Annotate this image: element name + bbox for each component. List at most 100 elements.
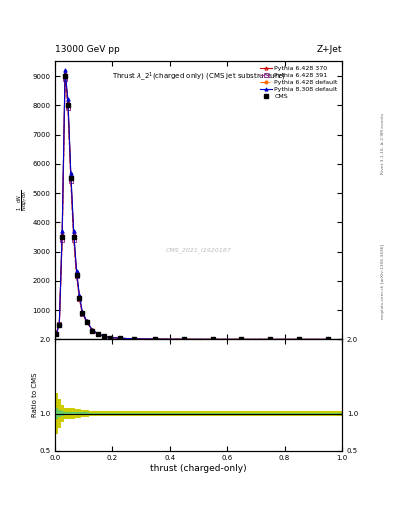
Pythia 6.428 391 (96, 331, 101, 337)
Pythia 8.308 default (80, 309, 84, 315)
Bar (313, 413, 342, 414)
Pythia 6.428 391 (90, 328, 95, 334)
Bar (90, 413, 95, 414)
Pythia 6.428 391 (297, 336, 301, 343)
Pythia 6.428 default (101, 333, 106, 339)
Bar (141, 413, 170, 414)
Pythia 8.308 default (211, 336, 215, 343)
Pythia 8.308 default (132, 336, 136, 342)
Pythia 6.428 370 (107, 334, 112, 340)
Pythia 6.428 370 (80, 309, 84, 315)
Legend: Pythia 6.428 370, Pythia 6.428 391, Pythia 6.428 default, Pythia 8.308 default, : Pythia 6.428 370, Pythia 6.428 391, Pyth… (259, 65, 339, 100)
Pythia 8.308 default (107, 334, 112, 340)
Pythia 6.428 default (77, 295, 82, 301)
Line: Pythia 8.308 default: Pythia 8.308 default (55, 69, 329, 341)
Bar (198, 413, 227, 414)
Bar (78, 409, 81, 418)
Pythia 6.428 391 (80, 311, 84, 317)
Pythia 8.308 default (182, 336, 187, 343)
X-axis label: thrust (charged-only): thrust (charged-only) (150, 464, 247, 473)
Pythia 6.428 391 (63, 76, 68, 82)
Pythia 6.428 default (68, 174, 73, 180)
Pythia 6.428 default (211, 336, 215, 343)
Pythia 8.308 default (63, 67, 68, 73)
Pythia 8.308 default (66, 96, 70, 102)
Pythia 6.428 370 (71, 231, 76, 237)
Pythia 8.308 default (297, 336, 301, 343)
Line: Pythia 6.428 391: Pythia 6.428 391 (55, 77, 329, 341)
Pythia 6.428 default (80, 310, 84, 316)
Line: Pythia 6.428 370: Pythia 6.428 370 (55, 71, 329, 341)
Pythia 6.428 391 (74, 273, 79, 280)
Pythia 8.308 default (54, 331, 59, 337)
Pythia 6.428 370 (211, 336, 215, 343)
Bar (75, 412, 78, 415)
Pythia 6.428 default (182, 336, 187, 343)
Pythia 8.308 default (325, 336, 330, 343)
Pythia 6.428 370 (239, 336, 244, 343)
Bar (170, 411, 198, 416)
Text: Z+Jet: Z+Jet (316, 45, 342, 54)
Pythia 6.428 default (63, 72, 68, 78)
Pythia 6.428 370 (297, 336, 301, 343)
Pythia 6.428 370 (74, 269, 79, 275)
Bar (72, 412, 75, 415)
Y-axis label: $\frac{1}{\mathrm{N}}\frac{\mathrm{d}N}{\mathrm{d}p_T\,\mathrm{d}\lambda}$: $\frac{1}{\mathrm{N}}\frac{\mathrm{d}N}{… (15, 189, 31, 211)
Bar (112, 411, 127, 416)
Pythia 8.308 default (60, 228, 64, 234)
Pythia 6.428 default (54, 330, 59, 336)
Pythia 6.428 391 (77, 296, 82, 302)
Pythia 6.428 370 (90, 327, 95, 333)
Bar (61, 411, 64, 416)
Pythia 8.308 default (71, 228, 76, 234)
Pythia 6.428 391 (101, 333, 106, 339)
Pythia 8.308 default (77, 292, 82, 298)
Bar (90, 411, 95, 416)
Pythia 6.428 370 (153, 336, 158, 342)
Pythia 8.308 default (57, 321, 62, 327)
Bar (66, 412, 70, 415)
Pythia 6.428 391 (211, 336, 215, 343)
Pythia 6.428 370 (60, 231, 64, 237)
Pythia 6.428 370 (63, 70, 68, 76)
Pythia 6.428 default (107, 334, 112, 340)
Pythia 6.428 default (268, 336, 273, 343)
Pythia 6.428 370 (77, 294, 82, 300)
Pythia 6.428 391 (132, 336, 136, 342)
Bar (95, 411, 101, 416)
Text: 13000 GeV pp: 13000 GeV pp (55, 45, 120, 54)
Bar (101, 411, 107, 416)
Pythia 6.428 370 (84, 318, 89, 324)
Bar (72, 408, 75, 419)
Bar (256, 413, 285, 414)
Pythia 6.428 default (74, 270, 79, 276)
Pythia 6.428 391 (107, 335, 112, 341)
Pythia 6.428 370 (96, 331, 101, 337)
Pythia 8.308 default (239, 336, 244, 343)
Pythia 8.308 default (117, 335, 122, 341)
Bar (78, 412, 81, 415)
Bar (64, 408, 66, 419)
Text: CMS_2021_I1920187: CMS_2021_I1920187 (165, 248, 231, 253)
Pythia 6.428 370 (57, 320, 62, 326)
Pythia 6.428 default (132, 336, 136, 342)
Pythia 6.428 391 (68, 178, 73, 184)
Bar (256, 411, 285, 416)
Pythia 8.308 default (90, 327, 95, 333)
Bar (285, 411, 313, 416)
Pythia 6.428 default (117, 335, 122, 342)
Pythia 6.428 default (84, 318, 89, 325)
Pythia 6.428 370 (54, 330, 59, 336)
Bar (285, 413, 313, 414)
Pythia 6.428 default (57, 321, 62, 327)
Bar (58, 410, 61, 417)
Bar (75, 409, 78, 418)
Pythia 8.308 default (96, 331, 101, 337)
Bar (84, 410, 90, 417)
Pythia 6.428 370 (182, 336, 187, 343)
Bar (55, 408, 58, 419)
Pythia 6.428 391 (54, 330, 59, 336)
Pythia 6.428 391 (60, 237, 64, 243)
Pythia 6.428 370 (66, 99, 70, 105)
Bar (127, 413, 141, 414)
